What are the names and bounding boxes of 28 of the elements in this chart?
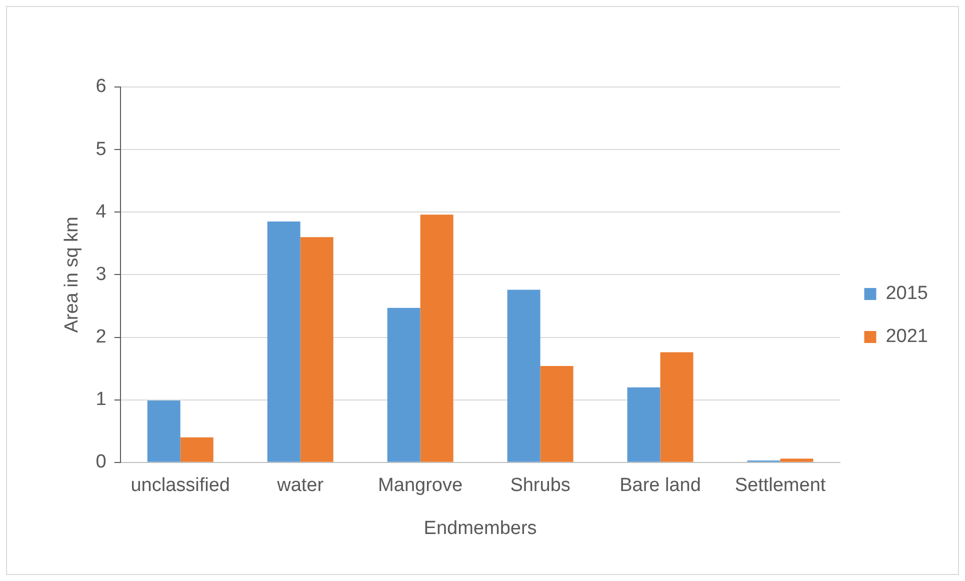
legend-label: 2015 bbox=[886, 283, 928, 304]
y-tick-label: 1 bbox=[96, 389, 106, 410]
bar bbox=[180, 437, 214, 462]
x-tick-label: water bbox=[276, 475, 324, 496]
bar bbox=[627, 387, 660, 462]
x-tick-label: Settlement bbox=[734, 475, 826, 496]
bar bbox=[420, 214, 454, 462]
y-tick-label: 4 bbox=[96, 201, 107, 222]
bar bbox=[147, 400, 180, 462]
y-tick-label: 0 bbox=[96, 452, 106, 473]
x-tick-label: unclassified bbox=[130, 475, 230, 496]
x-tick-label: Shrubs bbox=[510, 475, 570, 496]
bar bbox=[660, 352, 694, 462]
y-axis-title: Area in sq km bbox=[62, 216, 83, 333]
bar bbox=[540, 366, 574, 462]
y-tick-label: 2 bbox=[96, 326, 106, 348]
bar bbox=[780, 458, 814, 462]
x-tick-label: Bare land bbox=[620, 475, 701, 496]
x-axis-title: Endmembers bbox=[424, 518, 537, 539]
legend-label: 2021 bbox=[886, 326, 928, 348]
bar bbox=[300, 237, 334, 462]
y-tick-label: 6 bbox=[96, 76, 106, 98]
x-tick-label: Mangrove bbox=[378, 475, 463, 496]
bar bbox=[507, 290, 540, 462]
bar bbox=[387, 308, 420, 462]
y-tick-label: 5 bbox=[96, 138, 106, 160]
bar bbox=[267, 222, 300, 462]
y-tick-label: 3 bbox=[96, 264, 106, 285]
